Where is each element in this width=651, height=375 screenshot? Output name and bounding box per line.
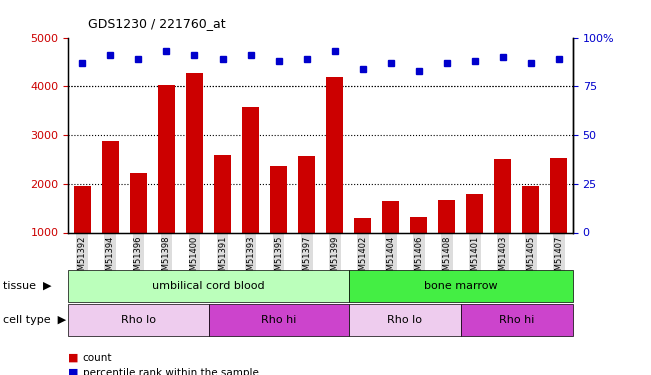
Text: ■: ■ bbox=[68, 368, 83, 375]
Bar bbox=[68, 270, 349, 302]
Bar bbox=[410, 217, 427, 232]
Text: GDS1230 / 221760_at: GDS1230 / 221760_at bbox=[88, 17, 225, 30]
Bar bbox=[551, 158, 567, 232]
Bar bbox=[208, 304, 349, 336]
Bar bbox=[74, 186, 90, 232]
Text: Rho lo: Rho lo bbox=[387, 315, 422, 325]
Bar bbox=[270, 166, 287, 232]
Bar bbox=[349, 304, 461, 336]
Text: ■: ■ bbox=[68, 353, 83, 363]
Text: percentile rank within the sample: percentile rank within the sample bbox=[83, 368, 258, 375]
Text: umbilical cord blood: umbilical cord blood bbox=[152, 281, 265, 291]
Bar bbox=[130, 173, 147, 232]
Bar bbox=[438, 200, 455, 232]
Text: Rho lo: Rho lo bbox=[121, 315, 156, 325]
Text: cell type  ▶: cell type ▶ bbox=[3, 315, 66, 325]
Bar bbox=[354, 218, 371, 232]
Bar bbox=[214, 155, 231, 232]
Bar bbox=[158, 85, 175, 232]
Bar bbox=[68, 304, 208, 336]
Bar bbox=[382, 201, 399, 232]
Text: bone marrow: bone marrow bbox=[424, 281, 497, 291]
Text: tissue  ▶: tissue ▶ bbox=[3, 281, 52, 291]
Text: count: count bbox=[83, 353, 112, 363]
Bar bbox=[522, 186, 539, 232]
Bar bbox=[242, 107, 259, 232]
Bar bbox=[349, 270, 573, 302]
Bar bbox=[466, 194, 483, 232]
Bar bbox=[494, 159, 511, 232]
Text: Rho hi: Rho hi bbox=[499, 315, 534, 325]
Bar bbox=[298, 156, 315, 232]
Bar bbox=[102, 141, 118, 232]
Bar bbox=[326, 77, 343, 232]
Bar bbox=[186, 73, 203, 232]
Bar bbox=[461, 304, 573, 336]
Text: Rho hi: Rho hi bbox=[261, 315, 296, 325]
